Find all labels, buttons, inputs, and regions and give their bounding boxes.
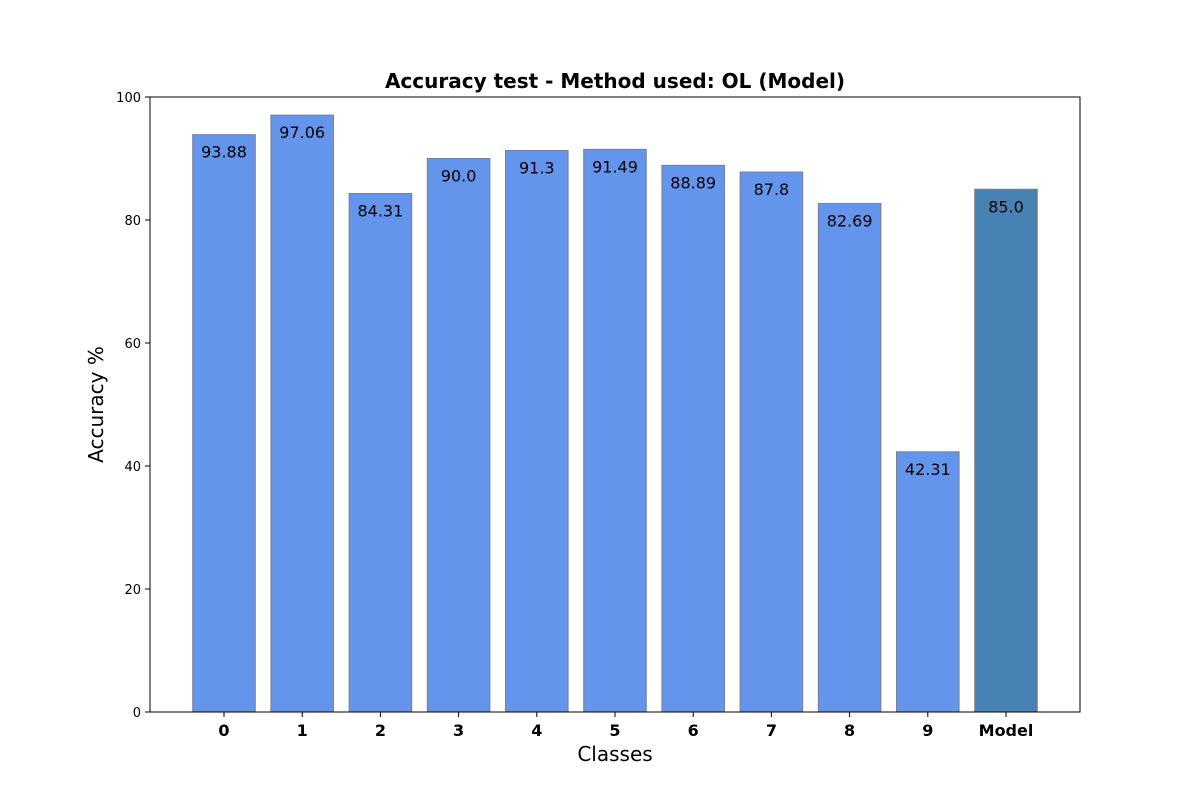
x-tick-label-0: 0	[218, 721, 229, 740]
x-tick-label-1: 1	[297, 721, 308, 740]
bar-9	[896, 451, 960, 713]
bar-6	[661, 164, 726, 713]
x-tick-label-8: 8	[844, 721, 855, 740]
bar-value-label-1: 97.06	[279, 123, 325, 142]
x-axis-label: Classes	[577, 742, 652, 766]
bar-5	[583, 148, 647, 713]
chart-title: Accuracy test - Method used: OL (Model)	[385, 69, 845, 93]
x-tick-label-3: 3	[453, 721, 464, 740]
x-tick-label-7: 7	[766, 721, 777, 740]
bar-labels-group: 93.88 97.06 84.31 90.0 91.3 91.49 88.89 87.8 82.…	[201, 123, 1024, 479]
y-tick-label-20: 20	[124, 583, 141, 598]
bar-Model	[974, 188, 1038, 713]
bar-0	[192, 134, 256, 713]
bar-7	[739, 171, 804, 713]
bar-value-label-4: 91.3	[519, 159, 555, 178]
bar-value-label-6: 88.89	[670, 173, 716, 192]
y-axis-label: Accuracy %	[84, 346, 108, 463]
x-tick-label-9: 9	[922, 721, 933, 740]
bar-3	[426, 158, 491, 713]
bar-8	[817, 202, 882, 713]
x-axis-ticks: 0 1 2 3 4 5 6 7 8 9 Model	[218, 712, 1033, 740]
bar-4	[505, 150, 569, 713]
y-tick-label-80: 80	[124, 214, 141, 229]
x-tick-label-5: 5	[609, 721, 620, 740]
bar-value-label-Model: 85.0	[988, 197, 1024, 216]
bar-1	[270, 114, 334, 713]
y-tick-label-0: 0	[133, 706, 141, 721]
bar-value-label-9: 42.31	[905, 460, 951, 479]
bar-value-label-0: 93.88	[201, 143, 247, 162]
bars-group	[192, 114, 1038, 713]
bar-2	[348, 192, 413, 713]
y-tick-label-40: 40	[124, 460, 141, 475]
bar-value-label-2: 84.31	[357, 201, 403, 220]
y-tick-label-60: 60	[124, 337, 141, 352]
x-tick-label-2: 2	[375, 721, 386, 740]
bar-value-label-7: 87.8	[754, 180, 790, 199]
bar-value-label-3: 90.0	[441, 167, 477, 186]
x-tick-label-6: 6	[688, 721, 699, 740]
y-axis-ticks: 0 20 40 60 80 100	[116, 91, 150, 721]
y-tick-label-100: 100	[116, 91, 141, 106]
x-tick-label-4: 4	[531, 721, 542, 740]
bar-value-label-5: 91.49	[592, 157, 638, 176]
x-tick-label-Model: Model	[979, 721, 1034, 740]
bar-value-label-8: 82.69	[827, 211, 873, 230]
